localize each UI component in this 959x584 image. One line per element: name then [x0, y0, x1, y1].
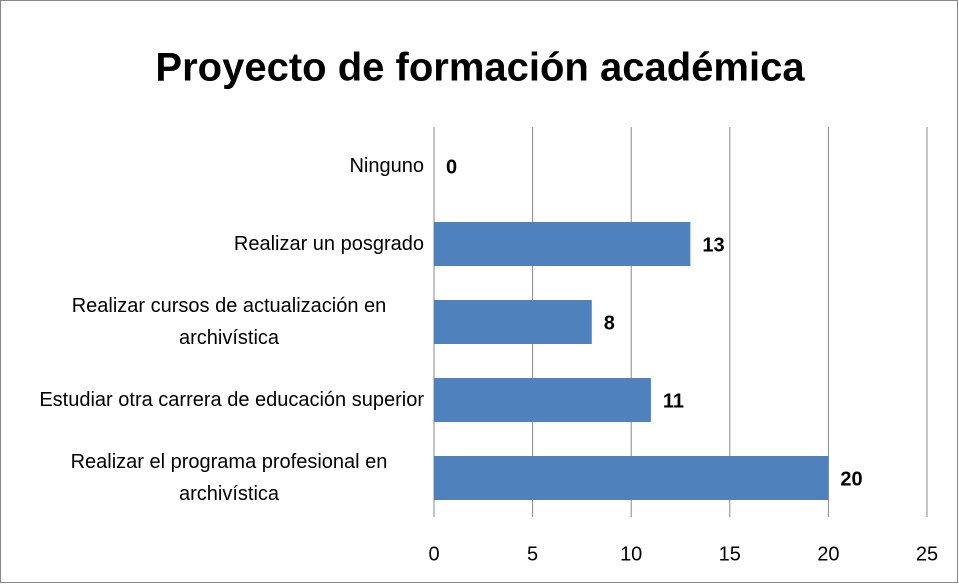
- y-tick-label: Realizar el programa profesional en arch…: [70, 451, 388, 505]
- y-tick-label: Estudiar otra carrera de educación super…: [39, 389, 424, 411]
- x-tick-label: 20: [817, 543, 839, 565]
- x-tick-label: 15: [719, 543, 741, 565]
- category-label-box: Realizar el programa profesional en arch…: [70, 451, 388, 505]
- bar: [434, 222, 691, 266]
- bar: [434, 456, 829, 500]
- chart-title: Proyecto de formación académica: [155, 46, 805, 90]
- bar: [434, 300, 592, 344]
- y-tick-label: Ninguno: [349, 155, 424, 177]
- value-label: 20: [840, 468, 862, 490]
- y-tick-label: Realizar cursos de actualización en arch…: [71, 295, 387, 349]
- x-tick-label: 25: [916, 543, 938, 565]
- value-label: 11: [663, 390, 684, 412]
- category-label-box: Estudiar otra carrera de educación super…: [39, 389, 424, 411]
- category-label-box: Realizar un posgrado: [233, 233, 424, 255]
- y-tick-label: Realizar un posgrado: [233, 233, 424, 255]
- value-label: 8: [604, 312, 615, 334]
- bar: [434, 378, 651, 422]
- value-label: 0: [446, 156, 457, 178]
- category-label-box: Realizar cursos de actualización en arch…: [71, 295, 387, 349]
- value-label: 13: [702, 234, 724, 256]
- category-label-box: Ninguno: [349, 155, 424, 177]
- x-tick-label: 10: [620, 543, 642, 565]
- x-tick-label: 5: [527, 543, 538, 565]
- x-tick-label: 0: [428, 543, 439, 565]
